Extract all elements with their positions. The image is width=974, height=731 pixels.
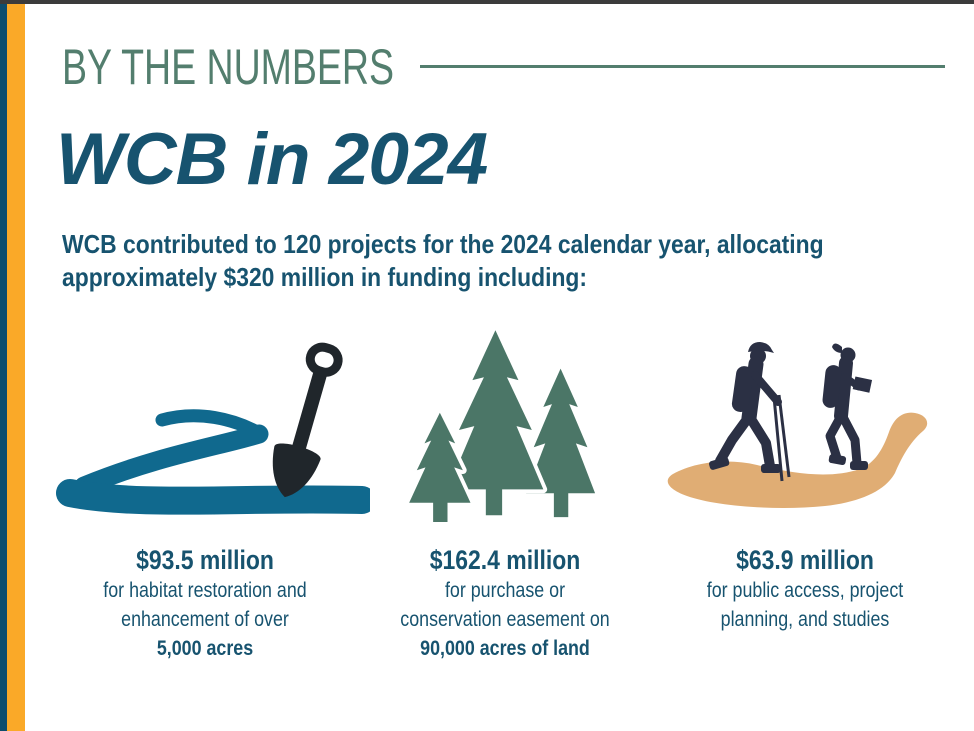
- pine-trees-icon: [355, 318, 655, 540]
- intro-text: WCB contributed to 120 projects for the …: [62, 228, 824, 294]
- river-shovel-icon: [40, 318, 370, 540]
- section-kicker: BY THE NUMBERS: [62, 39, 395, 95]
- page-title: WCB in 2024: [56, 119, 488, 200]
- shovel-shape: [272, 342, 343, 498]
- top-border-bar: [0, 0, 974, 4]
- stat-description-bold-line: 5,000 acres: [156, 637, 254, 660]
- stat-description-line: enhancement of over: [121, 608, 289, 631]
- pine-trees-icon-svg: [405, 326, 596, 526]
- stat-description-line: for public access, project: [706, 579, 904, 602]
- hikers-icon-svg: [667, 342, 928, 508]
- intro-line-1: WCB contributed to 120 projects for the …: [62, 229, 824, 259]
- river-shape: [56, 409, 370, 515]
- left-stripe-navy: [0, 4, 7, 731]
- river-shovel-icon-svg: [56, 342, 370, 515]
- hiker-female-silhouette: [822, 343, 873, 470]
- trail-shape: [667, 412, 928, 508]
- stat-amount: $63.9 million: [736, 545, 874, 575]
- stat-description-line: planning, and studies: [720, 608, 890, 631]
- kicker-rule: [420, 65, 945, 68]
- intro-line-2: approximately $320 million in funding in…: [62, 262, 588, 292]
- stat-habitat-restoration: $93.5 million for habitat restoration an…: [40, 318, 370, 663]
- left-stripe-orange: [7, 4, 25, 731]
- trees-shape: [405, 326, 596, 526]
- stat-description-line: conservation easement on: [400, 608, 610, 631]
- stat-amount: $162.4 million: [429, 545, 581, 575]
- stat-description-line: for purchase or: [444, 579, 566, 602]
- hiker-male-silhouette: [708, 342, 791, 482]
- stat-description-bold-line: 90,000 acres of land: [420, 637, 590, 660]
- hikers-icon: [650, 318, 960, 540]
- stat-land-purchase: $162.4 million for purchase or conservat…: [355, 318, 655, 663]
- stat-amount: $93.5 million: [136, 545, 274, 575]
- stat-description-line: for habitat restoration and: [103, 579, 307, 602]
- stat-public-access: $63.9 million for public access, project…: [650, 318, 960, 634]
